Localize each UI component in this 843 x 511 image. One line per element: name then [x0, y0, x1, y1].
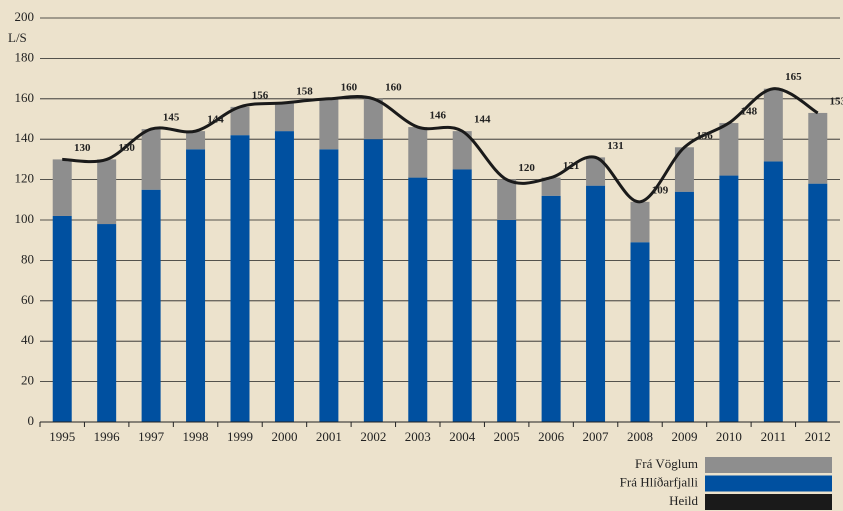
data-label: 156 — [252, 89, 269, 101]
data-label: 144 — [207, 114, 224, 126]
bar-segment — [363, 139, 383, 422]
y-axis-label: L/S — [8, 30, 27, 45]
x-tick-label: 2002 — [360, 429, 386, 444]
y-tick-label: 180 — [15, 49, 35, 64]
x-tick-label: 2012 — [805, 429, 831, 444]
bar-segment — [408, 127, 428, 178]
bar-segment — [52, 215, 72, 422]
bar-segment — [808, 112, 828, 184]
data-label: 160 — [385, 81, 402, 93]
bar-segment — [319, 98, 339, 150]
data-label: 130 — [118, 142, 135, 154]
data-label: 158 — [296, 85, 313, 97]
data-label: 136 — [696, 130, 713, 142]
bar-segment — [497, 220, 517, 422]
x-tick-label: 1996 — [94, 429, 121, 444]
bar-segment — [319, 149, 339, 423]
bar-segment — [97, 159, 117, 225]
y-tick-label: 160 — [15, 90, 35, 105]
x-tick-label: 1998 — [183, 429, 209, 444]
x-tick-label: 2004 — [449, 429, 476, 444]
x-tick-label: 2005 — [494, 429, 520, 444]
y-tick-label: 100 — [15, 211, 35, 226]
data-label: 131 — [607, 140, 624, 152]
bar-segment — [363, 98, 383, 140]
bar-segment — [763, 161, 783, 423]
bar-segment — [630, 201, 650, 243]
data-label: 148 — [741, 106, 758, 118]
data-label: 146 — [430, 110, 447, 122]
data-label: 130 — [74, 142, 91, 154]
bar-segment — [630, 242, 650, 422]
x-tick-label: 2008 — [627, 429, 653, 444]
bar-segment — [808, 183, 828, 422]
bar-segment — [763, 88, 783, 162]
y-tick-label: 40 — [21, 332, 34, 347]
data-label: 121 — [563, 160, 580, 172]
legend-swatch — [705, 475, 832, 492]
bar-segment — [141, 129, 161, 190]
total-line — [62, 87, 819, 204]
x-tick-label: 2001 — [316, 429, 342, 444]
y-tick-label: 0 — [28, 413, 35, 428]
x-tick-label: 1997 — [138, 429, 165, 444]
bar-segment — [230, 106, 250, 136]
bar-segment — [541, 195, 561, 422]
legend-swatch — [705, 457, 832, 473]
legend-label: Frá Vöglum — [635, 456, 698, 471]
bar-segment — [586, 185, 606, 422]
x-tick-label: 2010 — [716, 429, 742, 444]
bar-segment — [230, 135, 250, 422]
data-label: 165 — [785, 71, 802, 83]
bar-segment — [586, 157, 606, 186]
y-tick-label: 20 — [21, 373, 34, 388]
x-tick-label: 2007 — [583, 429, 610, 444]
bar-segment — [719, 123, 739, 176]
data-label: 120 — [518, 162, 535, 174]
bar-segment — [452, 169, 472, 422]
bar-segment — [674, 191, 694, 422]
data-label: 144 — [474, 114, 491, 126]
bar-segment — [97, 224, 117, 422]
bar-segment — [274, 102, 294, 132]
bar-segment — [541, 177, 561, 196]
data-label: 145 — [163, 112, 180, 124]
bar-segment — [408, 177, 428, 422]
x-tick-label: 2000 — [271, 429, 297, 444]
bar-segment — [719, 175, 739, 422]
bar-segment — [274, 131, 294, 422]
bar-segment — [186, 149, 206, 423]
x-tick-label: 2003 — [405, 429, 431, 444]
bar-segment — [52, 159, 72, 216]
x-tick-label: 2006 — [538, 429, 565, 444]
y-tick-label: 200 — [15, 9, 35, 24]
x-tick-label: 2009 — [671, 429, 697, 444]
x-tick-label: 2011 — [761, 429, 787, 444]
x-tick-label: 1999 — [227, 429, 253, 444]
bar-segment — [674, 147, 694, 192]
bar-segment — [186, 131, 206, 150]
legend-label: Heild — [669, 493, 698, 508]
legend-label: Frá Hlíðarfjalli — [620, 474, 699, 489]
bar-segment — [452, 131, 472, 170]
y-tick-label: 140 — [15, 130, 35, 145]
data-label: 160 — [341, 81, 358, 93]
bar-segment — [141, 189, 161, 422]
x-tick-label: 1995 — [49, 429, 75, 444]
y-tick-label: 80 — [21, 251, 34, 266]
legend-swatch — [705, 494, 832, 510]
data-label: 109 — [652, 184, 669, 196]
y-tick-label: 60 — [21, 292, 34, 307]
bar-segment — [497, 179, 517, 220]
y-tick-label: 120 — [15, 171, 35, 186]
data-label: 153 — [830, 95, 843, 107]
